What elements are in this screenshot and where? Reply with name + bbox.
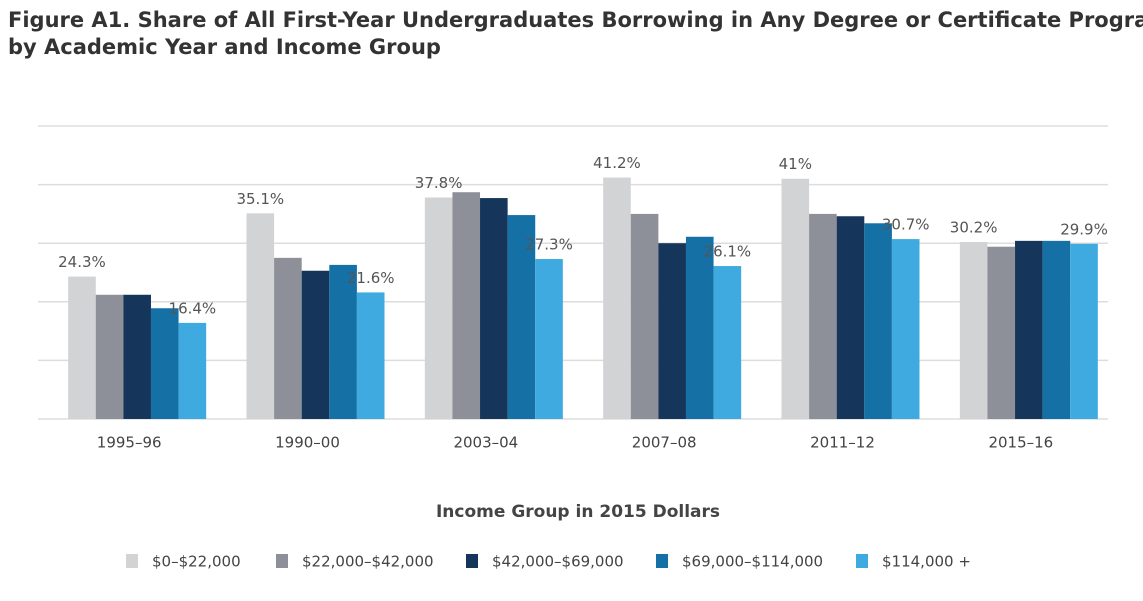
legend-label: $114,000 +	[882, 553, 971, 571]
legend-swatch	[466, 554, 478, 568]
bar	[150, 308, 179, 419]
bar	[535, 259, 563, 419]
bar	[1070, 243, 1098, 419]
data-label: 27.3%	[525, 236, 573, 254]
bar	[452, 192, 481, 419]
bar	[274, 257, 302, 419]
legend-label: $42,000–$69,000	[492, 553, 624, 571]
bar	[68, 276, 96, 419]
legend-swatch	[276, 554, 288, 568]
legend-swatch	[126, 554, 138, 568]
x-tick-label: 2015–16	[988, 434, 1053, 452]
bar	[836, 216, 865, 419]
bar	[123, 294, 151, 419]
chart-title: by Academic Year and Income Group	[8, 35, 441, 59]
bar	[356, 292, 385, 419]
chart-title: Figure A1. Share of All First-Year Under…	[8, 8, 1143, 32]
data-label: 41%	[779, 155, 812, 173]
data-label: 30.7%	[882, 216, 930, 234]
bar	[987, 246, 1016, 419]
bar	[603, 177, 631, 419]
bar	[178, 322, 207, 419]
data-label: 21.6%	[347, 269, 395, 287]
bar	[480, 198, 508, 419]
bar	[329, 264, 357, 419]
data-label: 26.1%	[704, 243, 752, 261]
bar	[658, 243, 686, 419]
bar	[507, 215, 536, 419]
data-label: 37.8%	[415, 174, 463, 192]
bar	[424, 197, 453, 419]
legend-label: $0–$22,000	[152, 553, 241, 571]
x-tick-label: 1990–00	[275, 434, 340, 452]
bar	[713, 266, 742, 419]
data-label: 16.4%	[169, 299, 217, 317]
bar	[246, 213, 275, 419]
bar	[1042, 240, 1071, 419]
legend-title: Income Group in 2015 Dollars	[436, 502, 720, 522]
x-tick-label: 1995–96	[97, 434, 162, 452]
bar	[630, 213, 659, 419]
bar	[959, 242, 988, 419]
bar	[685, 236, 714, 419]
bar	[1015, 240, 1043, 419]
bar	[781, 178, 810, 419]
legend-label: $69,000–$114,000	[682, 553, 823, 571]
x-tick-label: 2007–08	[632, 434, 697, 452]
bar	[891, 239, 920, 419]
legend-swatch	[656, 554, 668, 568]
legend-label: $22,000–$42,000	[302, 553, 434, 571]
bar	[301, 270, 330, 419]
bar	[809, 213, 837, 419]
data-label: 24.3%	[58, 253, 106, 271]
data-label: 41.2%	[593, 154, 641, 172]
legend-swatch	[856, 554, 868, 568]
bar	[864, 223, 892, 419]
x-tick-label: 2003–04	[453, 434, 518, 452]
data-label: 35.1%	[236, 190, 284, 208]
x-tick-label: 2011–12	[810, 434, 875, 452]
data-label: 29.9%	[1060, 220, 1108, 238]
data-label: 30.2%	[950, 219, 998, 237]
bar	[95, 294, 124, 419]
